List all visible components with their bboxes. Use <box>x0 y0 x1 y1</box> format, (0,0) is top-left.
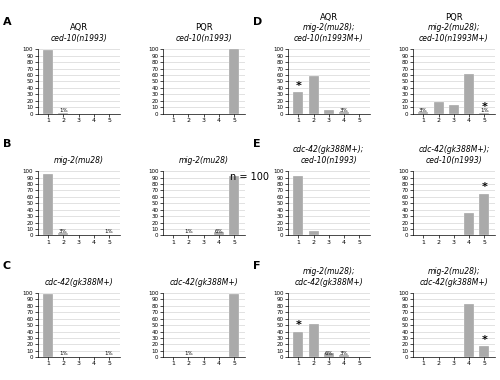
Text: 1%: 1% <box>105 230 114 234</box>
Text: ced-10(n1993): ced-10(n1993) <box>50 34 107 43</box>
Bar <box>294 92 304 114</box>
Text: 1%: 1% <box>105 351 114 356</box>
Bar <box>449 105 459 114</box>
Text: 6%: 6% <box>214 230 224 234</box>
Text: 1%: 1% <box>59 351 68 356</box>
Text: 3%: 3% <box>419 108 428 112</box>
Bar <box>184 356 194 357</box>
Bar <box>418 112 428 114</box>
Bar <box>229 176 239 235</box>
Text: mig-2(mu28): mig-2(mu28) <box>178 156 228 165</box>
Text: *: * <box>482 182 488 192</box>
Text: *: * <box>482 101 488 112</box>
Bar <box>43 174 53 235</box>
Text: *: * <box>296 320 301 330</box>
Text: ced-10(n1993M+): ced-10(n1993M+) <box>294 34 364 43</box>
Text: F: F <box>253 261 260 271</box>
Text: ced-10(n1993): ced-10(n1993) <box>426 156 482 165</box>
Bar <box>464 213 474 235</box>
Bar <box>324 353 334 357</box>
Bar <box>104 356 114 357</box>
Bar <box>434 102 444 114</box>
Bar <box>214 231 224 235</box>
Bar <box>464 304 474 357</box>
Text: ced-10(n1993M+): ced-10(n1993M+) <box>419 34 488 43</box>
Text: cdc-42(gk388M+): cdc-42(gk388M+) <box>294 278 363 287</box>
Bar <box>43 50 53 114</box>
Text: cdc-42(gk388M+): cdc-42(gk388M+) <box>170 278 238 287</box>
Text: mig-2(mu28);: mig-2(mu28); <box>302 24 355 32</box>
Text: cdc-42(gk388M+);: cdc-42(gk388M+); <box>293 145 364 154</box>
Text: cdc-42(gk388M+): cdc-42(gk388M+) <box>44 278 113 287</box>
Text: 3%: 3% <box>59 230 68 234</box>
Text: AQR: AQR <box>320 13 338 22</box>
Text: 1%: 1% <box>480 108 488 112</box>
Text: *: * <box>482 335 488 345</box>
Bar <box>229 294 239 357</box>
Bar <box>480 346 490 357</box>
Text: D: D <box>253 17 262 27</box>
Bar <box>58 233 68 235</box>
Text: E: E <box>253 139 260 149</box>
Text: 3%: 3% <box>340 351 348 356</box>
Text: 1%: 1% <box>184 351 193 356</box>
Text: C: C <box>3 261 11 271</box>
Bar <box>324 110 334 114</box>
Text: B: B <box>3 139 12 149</box>
Text: *: * <box>296 81 301 91</box>
Bar <box>480 113 490 114</box>
Bar <box>339 355 349 357</box>
Text: mig-2(mu28): mig-2(mu28) <box>54 156 104 165</box>
Bar <box>308 76 318 114</box>
Text: 6%: 6% <box>324 351 333 356</box>
Bar <box>308 231 318 235</box>
Text: 3%: 3% <box>340 108 348 112</box>
Text: ced-10(n1993): ced-10(n1993) <box>300 156 357 165</box>
Text: ced-10(n1993): ced-10(n1993) <box>176 34 232 43</box>
Text: PQR: PQR <box>195 24 212 32</box>
Bar <box>308 325 318 357</box>
Bar <box>58 356 68 357</box>
Bar <box>229 49 239 114</box>
Bar <box>339 112 349 114</box>
Text: n = 100: n = 100 <box>230 172 270 182</box>
Text: mig-2(mu28);: mig-2(mu28); <box>302 267 355 276</box>
Text: cdc-42(gk388M+);: cdc-42(gk388M+); <box>418 145 490 154</box>
Text: 1%: 1% <box>184 230 193 234</box>
Bar <box>58 113 68 114</box>
Text: AQR: AQR <box>70 24 87 32</box>
Bar <box>464 74 474 114</box>
Text: mig-2(mu28);: mig-2(mu28); <box>428 24 480 32</box>
Text: cdc-42(gk388M+): cdc-42(gk388M+) <box>420 278 488 287</box>
Bar <box>480 194 490 235</box>
Text: A: A <box>3 17 12 27</box>
Bar <box>294 176 304 235</box>
Text: 1%: 1% <box>59 108 68 112</box>
Text: PQR: PQR <box>445 13 462 22</box>
Bar <box>43 294 53 357</box>
Bar <box>294 332 304 357</box>
Text: mig-2(mu28);: mig-2(mu28); <box>428 267 480 276</box>
